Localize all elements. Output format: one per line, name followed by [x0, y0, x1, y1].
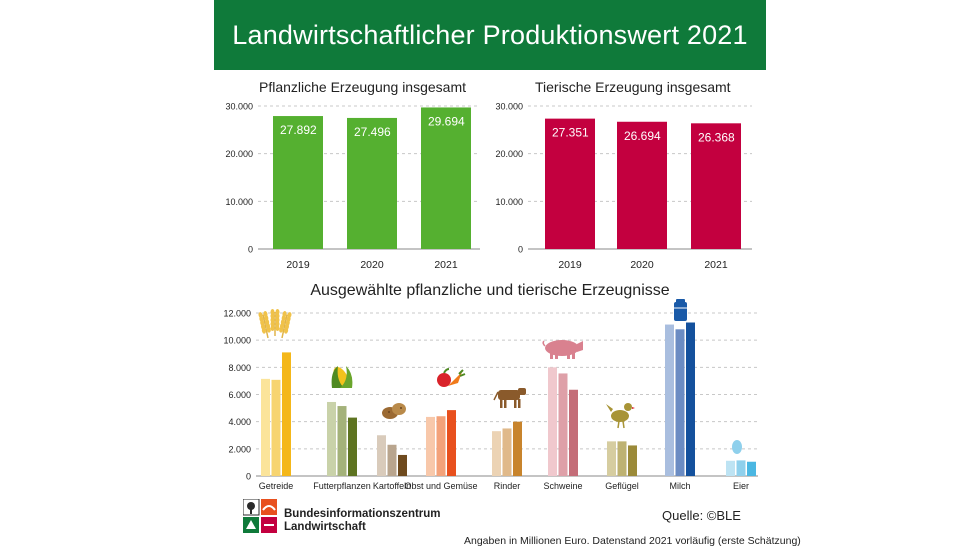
products-xtick-label: Schweine	[543, 481, 582, 491]
egg-icon	[732, 440, 742, 454]
logo-text: Bundesinformationszentrum Landwirtschaft	[284, 508, 441, 534]
products-bar	[569, 389, 578, 476]
products-bar	[665, 324, 674, 476]
chicken-icon	[606, 403, 635, 429]
products-ytick-label: 0	[246, 472, 251, 482]
products-bar	[726, 460, 735, 476]
animal-value-label: 27.351	[552, 126, 589, 140]
products-bar	[271, 379, 281, 476]
apple-carrot-icon	[437, 368, 466, 387]
plant-ytick-label: 0	[248, 245, 253, 255]
animal-bar	[545, 118, 595, 250]
products-bar	[502, 428, 512, 476]
products-bar	[492, 431, 501, 476]
products-bar	[348, 417, 357, 476]
animal-xtick-label: 2021	[704, 259, 728, 271]
potato-icon	[382, 403, 406, 419]
products-bar	[686, 322, 695, 476]
source-label: Quelle: ©BLE	[662, 508, 741, 523]
products-xtick-label: Milch	[669, 481, 690, 491]
products-bar	[607, 441, 616, 476]
products-bar	[426, 416, 435, 476]
products-bar	[261, 378, 270, 476]
products-bar	[436, 416, 446, 476]
products-xtick-label: Futterpflanzen	[313, 481, 371, 491]
products-bar	[327, 401, 336, 476]
animal-ytick-label: 30.000	[495, 102, 523, 112]
products-xtick-label: Obst und Gemüse	[404, 481, 477, 491]
products-chart-title: Ausgewählte pflanzliche und tierische Er…	[310, 282, 670, 299]
animal-value-label: 26.694	[624, 129, 661, 143]
animal-bar	[617, 121, 667, 249]
products-ytick-label: 4.000	[228, 417, 251, 427]
products-bar	[387, 444, 397, 476]
products-bar	[617, 441, 627, 476]
products-ytick-label: 8.000	[228, 363, 251, 373]
products-ytick-label: 6.000	[228, 390, 251, 400]
products-bar	[377, 435, 386, 476]
milk-can-icon	[674, 299, 687, 321]
products-bar	[447, 410, 456, 476]
animal-chart-title: Tierische Erzeugung insgesamt	[535, 79, 731, 95]
products-bar	[747, 461, 756, 476]
products-bar	[675, 329, 685, 476]
plant-xtick-label: 2019	[286, 259, 310, 271]
plant-bar	[421, 107, 471, 249]
products-bar	[628, 445, 637, 476]
animal-xtick-label: 2019	[558, 259, 582, 271]
plant-value-label: 27.496	[354, 125, 391, 139]
animal-bar	[691, 123, 741, 249]
products-xtick-label: Kartoffeln	[373, 481, 411, 491]
plant-ytick-label: 10.000	[225, 197, 253, 207]
products-bar	[398, 454, 407, 476]
logo-line-1: Bundesinformationszentrum	[284, 508, 441, 520]
corn-icon	[331, 366, 353, 388]
products-ytick-label: 12.000	[223, 309, 251, 319]
plant-ytick-label: 20.000	[225, 149, 253, 159]
logo-line-2: Landwirtschaft	[284, 521, 366, 533]
pig-icon	[542, 340, 583, 359]
cow-icon	[493, 388, 526, 408]
animal-ytick-label: 10.000	[495, 197, 523, 207]
products-bar	[337, 406, 347, 476]
products-bar	[548, 367, 557, 476]
plant-chart-title: Pflanzliche Erzeugung insgesamt	[259, 79, 467, 95]
page-title: Landwirtschaftlicher Produktionswert 202…	[232, 19, 748, 50]
products-xtick-label: Eier	[733, 481, 749, 491]
plant-value-label: 27.892	[280, 123, 317, 137]
products-bar	[513, 421, 522, 476]
plant-bar	[273, 116, 323, 250]
animal-xtick-label: 2020	[630, 259, 654, 271]
plant-xtick-label: 2020	[360, 259, 384, 271]
plant-bar	[347, 117, 397, 249]
products-xtick-label: Rinder	[494, 481, 521, 491]
plant-value-label: 29.694	[428, 114, 465, 128]
products-bar	[558, 373, 568, 476]
animal-ytick-label: 20.000	[495, 149, 523, 159]
header-banner: Landwirtschaftlicher Produktionswert 202…	[214, 0, 766, 70]
ble-logo-icon	[243, 499, 277, 533]
plant-xtick-label: 2021	[434, 259, 458, 271]
footnote: Angaben in Millionen Euro. Datenstand 20…	[464, 535, 801, 547]
products-ytick-label: 2.000	[228, 444, 251, 454]
products-bar	[736, 460, 746, 476]
products-bar	[282, 352, 291, 476]
animal-value-label: 26.368	[698, 130, 735, 144]
products-ytick-label: 10.000	[223, 336, 251, 346]
wheat-icon	[258, 309, 292, 339]
animal-ytick-label: 0	[518, 245, 523, 255]
products-xtick-label: Getreide	[259, 481, 294, 491]
products-xtick-label: Geflügel	[605, 481, 639, 491]
plant-ytick-label: 30.000	[225, 102, 253, 112]
